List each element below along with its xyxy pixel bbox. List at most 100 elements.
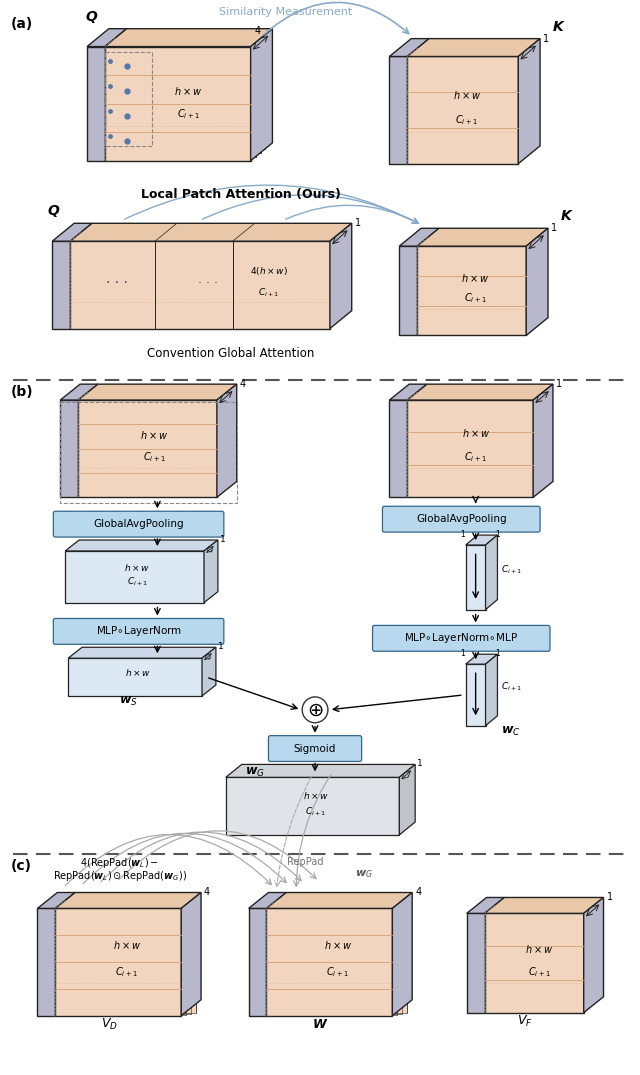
- Text: 1: 1: [355, 218, 361, 228]
- Text: $\boldsymbol{Q}$: $\boldsymbol{Q}$: [85, 9, 99, 25]
- Polygon shape: [417, 246, 526, 335]
- Text: $h \times w$: $h \times w$: [452, 89, 481, 101]
- Text: 1: 1: [417, 759, 423, 769]
- Text: $h \times w$: $h \times w$: [525, 943, 554, 955]
- FancyBboxPatch shape: [53, 618, 224, 644]
- Polygon shape: [52, 224, 92, 241]
- Text: $h \times w$: $h \times w$: [324, 940, 352, 951]
- Text: $C_{i+1}$: $C_{i+1}$: [501, 563, 523, 576]
- Text: $h \times w$: $h \times w$: [303, 790, 329, 801]
- Polygon shape: [389, 384, 427, 400]
- Text: (c): (c): [11, 859, 32, 873]
- Polygon shape: [55, 908, 181, 1016]
- Polygon shape: [105, 46, 251, 161]
- Text: $\boldsymbol{K}$: $\boldsymbol{K}$: [560, 210, 573, 224]
- Text: $\boldsymbol{w}_G$: $\boldsymbol{w}_G$: [355, 869, 372, 880]
- Text: 4: 4: [240, 379, 246, 389]
- Polygon shape: [55, 892, 201, 908]
- Text: $\boldsymbol{K}$: $\boldsymbol{K}$: [552, 19, 566, 33]
- Polygon shape: [389, 39, 429, 57]
- Text: $4(\mathrm{RepPad}(\boldsymbol{w}_L) -$: $4(\mathrm{RepPad}(\boldsymbol{w}_L) -$: [81, 856, 159, 870]
- Text: $h \times w$: $h \times w$: [125, 668, 151, 678]
- Polygon shape: [417, 228, 548, 246]
- Text: (a): (a): [11, 17, 33, 31]
- Polygon shape: [110, 43, 255, 157]
- Text: MLP$\circ$LayerNorm: MLP$\circ$LayerNorm: [95, 625, 182, 639]
- Text: 4: 4: [415, 888, 421, 898]
- Text: $\oplus$: $\oplus$: [307, 700, 323, 719]
- Polygon shape: [584, 898, 604, 1013]
- Text: $h \times w$: $h \times w$: [174, 85, 202, 97]
- Polygon shape: [181, 892, 201, 1016]
- Polygon shape: [271, 907, 397, 1015]
- Polygon shape: [486, 535, 497, 610]
- Polygon shape: [60, 907, 186, 1015]
- Text: MLP$\circ$LayerNorm$\circ$MLP: MLP$\circ$LayerNorm$\circ$MLP: [404, 631, 518, 645]
- Text: $C_{i+1}$: $C_{i+1}$: [501, 680, 523, 693]
- Text: $C_{i+1}$: $C_{i+1}$: [177, 108, 200, 121]
- Polygon shape: [202, 647, 216, 696]
- Text: $\boldsymbol{w}_G$: $\boldsymbol{w}_G$: [246, 766, 266, 779]
- Polygon shape: [60, 384, 98, 400]
- Polygon shape: [226, 764, 415, 777]
- Text: $\boldsymbol{w}_C$: $\boldsymbol{w}_C$: [501, 725, 521, 737]
- Text: GlobalAvgPooling: GlobalAvgPooling: [416, 514, 507, 525]
- Polygon shape: [204, 540, 218, 603]
- FancyBboxPatch shape: [268, 735, 362, 761]
- Polygon shape: [60, 400, 78, 498]
- Text: $C_{i+1}$: $C_{i+1}$: [305, 806, 326, 818]
- Text: 1: 1: [220, 535, 226, 544]
- Text: (b): (b): [11, 385, 33, 399]
- Text: $4(h \times w)$: $4(h \times w)$: [250, 266, 288, 277]
- Text: $C_{i+1}$: $C_{i+1}$: [528, 965, 550, 978]
- FancyBboxPatch shape: [383, 506, 540, 532]
- Text: 1: 1: [495, 649, 500, 658]
- Polygon shape: [248, 892, 286, 908]
- Text: $h \times w$: $h \times w$: [124, 561, 150, 573]
- Text: $\boldsymbol{Q}$: $\boldsymbol{Q}$: [47, 203, 61, 219]
- Polygon shape: [70, 905, 196, 1013]
- Polygon shape: [78, 384, 237, 400]
- Text: 1: 1: [495, 530, 500, 539]
- Text: $\boldsymbol{w}_S$: $\boldsymbol{w}_S$: [119, 694, 138, 708]
- Polygon shape: [533, 384, 553, 498]
- Text: 1: 1: [460, 530, 465, 539]
- Polygon shape: [251, 29, 273, 161]
- Polygon shape: [330, 224, 352, 329]
- Polygon shape: [466, 664, 486, 726]
- Polygon shape: [248, 908, 266, 1016]
- Text: 1: 1: [460, 649, 465, 658]
- Text: $C_{i+1}$: $C_{i+1}$: [115, 965, 138, 978]
- Polygon shape: [87, 46, 105, 161]
- Polygon shape: [484, 914, 584, 1013]
- Polygon shape: [70, 224, 352, 241]
- Polygon shape: [266, 908, 392, 1016]
- Text: 4: 4: [254, 26, 260, 35]
- Polygon shape: [407, 400, 533, 498]
- Polygon shape: [52, 241, 70, 329]
- Text: $h \times w$: $h \times w$: [461, 272, 490, 284]
- Text: $C_{i+1}$: $C_{i+1}$: [326, 965, 349, 978]
- Polygon shape: [389, 57, 407, 163]
- Polygon shape: [70, 241, 330, 329]
- Text: 1: 1: [556, 379, 562, 389]
- Text: $C_{i+1}$: $C_{i+1}$: [464, 450, 487, 464]
- Text: Similarity Measurement: Similarity Measurement: [219, 6, 352, 17]
- FancyBboxPatch shape: [53, 512, 224, 538]
- Polygon shape: [120, 34, 266, 148]
- Text: $\boldsymbol{W}$: $\boldsymbol{W}$: [312, 1018, 329, 1031]
- Polygon shape: [65, 540, 218, 551]
- Text: $h \times w$: $h \times w$: [140, 429, 168, 441]
- Text: Sigmoid: Sigmoid: [294, 744, 336, 754]
- Text: 1: 1: [543, 33, 549, 44]
- Text: · · ·: · · ·: [198, 276, 218, 289]
- Polygon shape: [38, 892, 75, 908]
- Polygon shape: [115, 39, 260, 153]
- Text: GlobalAvgPooling: GlobalAvgPooling: [93, 519, 184, 529]
- Text: 1: 1: [218, 642, 223, 651]
- Text: · · ·: · · ·: [106, 275, 128, 289]
- FancyBboxPatch shape: [372, 626, 550, 651]
- Text: RepPad: RepPad: [287, 857, 323, 866]
- Text: $V_F$: $V_F$: [517, 1014, 533, 1029]
- Polygon shape: [65, 906, 191, 1014]
